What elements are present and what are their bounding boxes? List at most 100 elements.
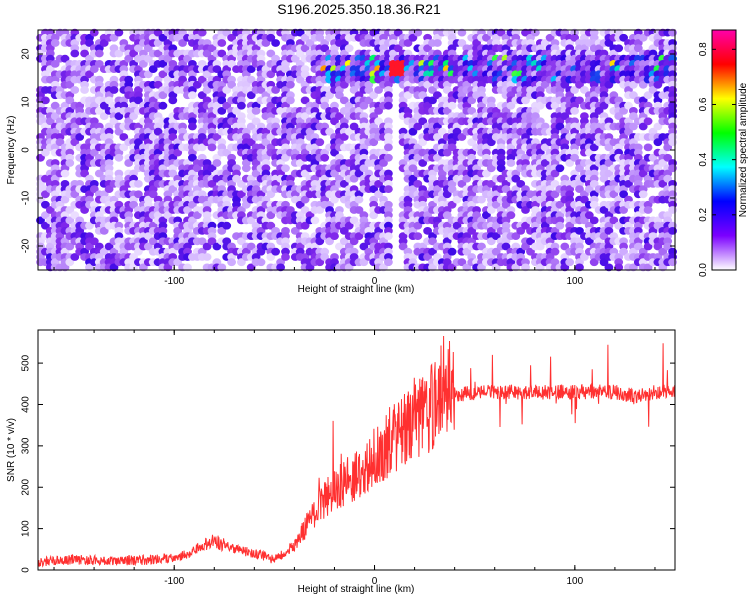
spectrogram-cell: [241, 200, 251, 209]
spectrogram-cell: [668, 164, 677, 173]
spectrogram-cell: [271, 86, 280, 94]
spectrogram-cell: [202, 86, 212, 94]
spectrogram-cell: [344, 127, 354, 136]
spectrogram-cell: [604, 143, 614, 152]
spectrogram-y-tick-label: 0: [21, 147, 32, 153]
spectrogram-cell: [442, 86, 452, 94]
spectrogram-cell: [148, 65, 158, 73]
spectrogram-cell: [124, 54, 134, 63]
spectrogram-cell: [486, 206, 496, 214]
spectrogram-cell: [408, 127, 418, 136]
spectrogram-cell: [467, 138, 477, 147]
spectrogram-cell: [75, 133, 85, 141]
spectrogram-cell: [148, 190, 158, 199]
spectrogram-cell: [109, 33, 119, 42]
spectrogram-cell: [565, 159, 575, 167]
spectrogram-cell: [344, 44, 354, 53]
spectrogram-cell: [629, 91, 638, 100]
spectrogram-cell: [589, 143, 599, 152]
spectrogram-cell: [418, 159, 428, 167]
spectrogram-cell: [589, 200, 599, 209]
spectrogram-cell: [222, 148, 232, 157]
spectrogram-cell: [207, 180, 217, 188]
spectrogram-cell: [506, 211, 516, 220]
spectrogram-cell: [163, 211, 173, 220]
spectrogram-cell: [604, 159, 614, 167]
spectrogram-cell: [442, 190, 452, 199]
spectrogram-cell: [521, 96, 530, 105]
spectrogram-cell: [379, 159, 388, 167]
spectrogram-cell: [134, 247, 143, 256]
spectrogram-y-tick-label: -10: [21, 190, 32, 205]
spectrogram-cell: [560, 80, 570, 89]
spectrogram-cell: [501, 200, 511, 209]
spectrogram-cell: [70, 211, 80, 220]
spectrogram-cell: [584, 148, 594, 157]
spectrogram-y-tick-label: 20: [21, 48, 32, 60]
spectrogram-cell: [80, 49, 89, 58]
spectrogram-cell: [457, 258, 467, 267]
spectrogram-cell: [369, 91, 379, 100]
spectrogram-cell: [153, 80, 163, 89]
spectrogram-cell: [428, 247, 437, 256]
spectrogram-cell: [467, 96, 477, 105]
spectrogram-cell: [300, 112, 310, 120]
spectrogram-cell: [668, 258, 677, 267]
spectrogram-cell: [575, 227, 584, 235]
colorbar-tick-label: 0.8: [698, 42, 709, 56]
spectrogram-cell: [648, 153, 658, 162]
snr-x-tick-label: -100: [164, 576, 184, 587]
spectrogram-cell: [41, 96, 50, 105]
spectrogram-cell: [246, 112, 256, 120]
spectrogram-cell: [197, 91, 207, 100]
spectrogram-cell: [104, 185, 114, 194]
spectrogram-cell: [482, 211, 491, 220]
spectrogram-y-tick-label: 10: [21, 96, 32, 108]
spectrogram-cell: [604, 80, 614, 89]
spectrogram-cell: [339, 180, 349, 188]
spectrogram-cell: [50, 112, 60, 120]
spectrogram-cell: [50, 60, 60, 68]
spectrogram-cell: [183, 206, 192, 214]
spectrogram-cell: [589, 180, 599, 188]
spectrogram-cell: [207, 237, 217, 246]
spectrogram-cell: [501, 242, 511, 251]
spectrogram-cell: [188, 91, 197, 100]
snr-y-tick-label: 0: [21, 567, 32, 573]
spectrogram-cell: [413, 28, 423, 37]
spectrogram-x-axis-title: Height of straight line (km): [298, 284, 415, 295]
spectrogram-cell: [330, 148, 339, 157]
spectrogram-cell: [555, 221, 565, 230]
snr-series-line: [37, 335, 676, 568]
spectrogram-cell: [408, 164, 418, 173]
spectrogram-cell: [496, 174, 506, 183]
spectrogram-cell: [41, 221, 50, 230]
spectrogram-cell: [188, 153, 197, 162]
spectrogram-cell: [104, 242, 114, 251]
spectrogram-cell: [310, 216, 320, 225]
spectrogram-cell: [217, 227, 227, 235]
spectrogram-cell: [403, 91, 413, 100]
spectrogram-cell: [45, 65, 55, 73]
spectrogram-cell: [271, 39, 280, 47]
spectrogram-cell: [217, 39, 227, 47]
spectrogram-cell: [614, 44, 624, 53]
spectrogram-cell: [418, 138, 428, 147]
snr-panel: -100 0 100 0 100 200 300 400 500 Height of strai…: [6, 329, 676, 595]
spectrogram-cell: [300, 44, 310, 53]
spectrogram-cell: [65, 206, 75, 214]
spectrogram-cell: [379, 263, 388, 272]
spectrogram-cell: [599, 174, 609, 183]
spectrogram-cell: [643, 242, 653, 251]
spectrogram-cell: [447, 101, 457, 110]
spectrogram-cell: [41, 211, 50, 220]
spectrogram-cell: [354, 169, 364, 178]
spectrogram-cell: [433, 39, 442, 47]
snr-y-tick-label: 300: [21, 437, 32, 454]
spectrogram-cell: [300, 96, 310, 105]
spectrogram-cell: [447, 200, 457, 209]
spectrogram-cell: [540, 143, 550, 152]
spectrogram-cell: [251, 107, 261, 115]
spectrogram-cell: [109, 117, 119, 126]
spectrogram-cell: [584, 237, 594, 246]
